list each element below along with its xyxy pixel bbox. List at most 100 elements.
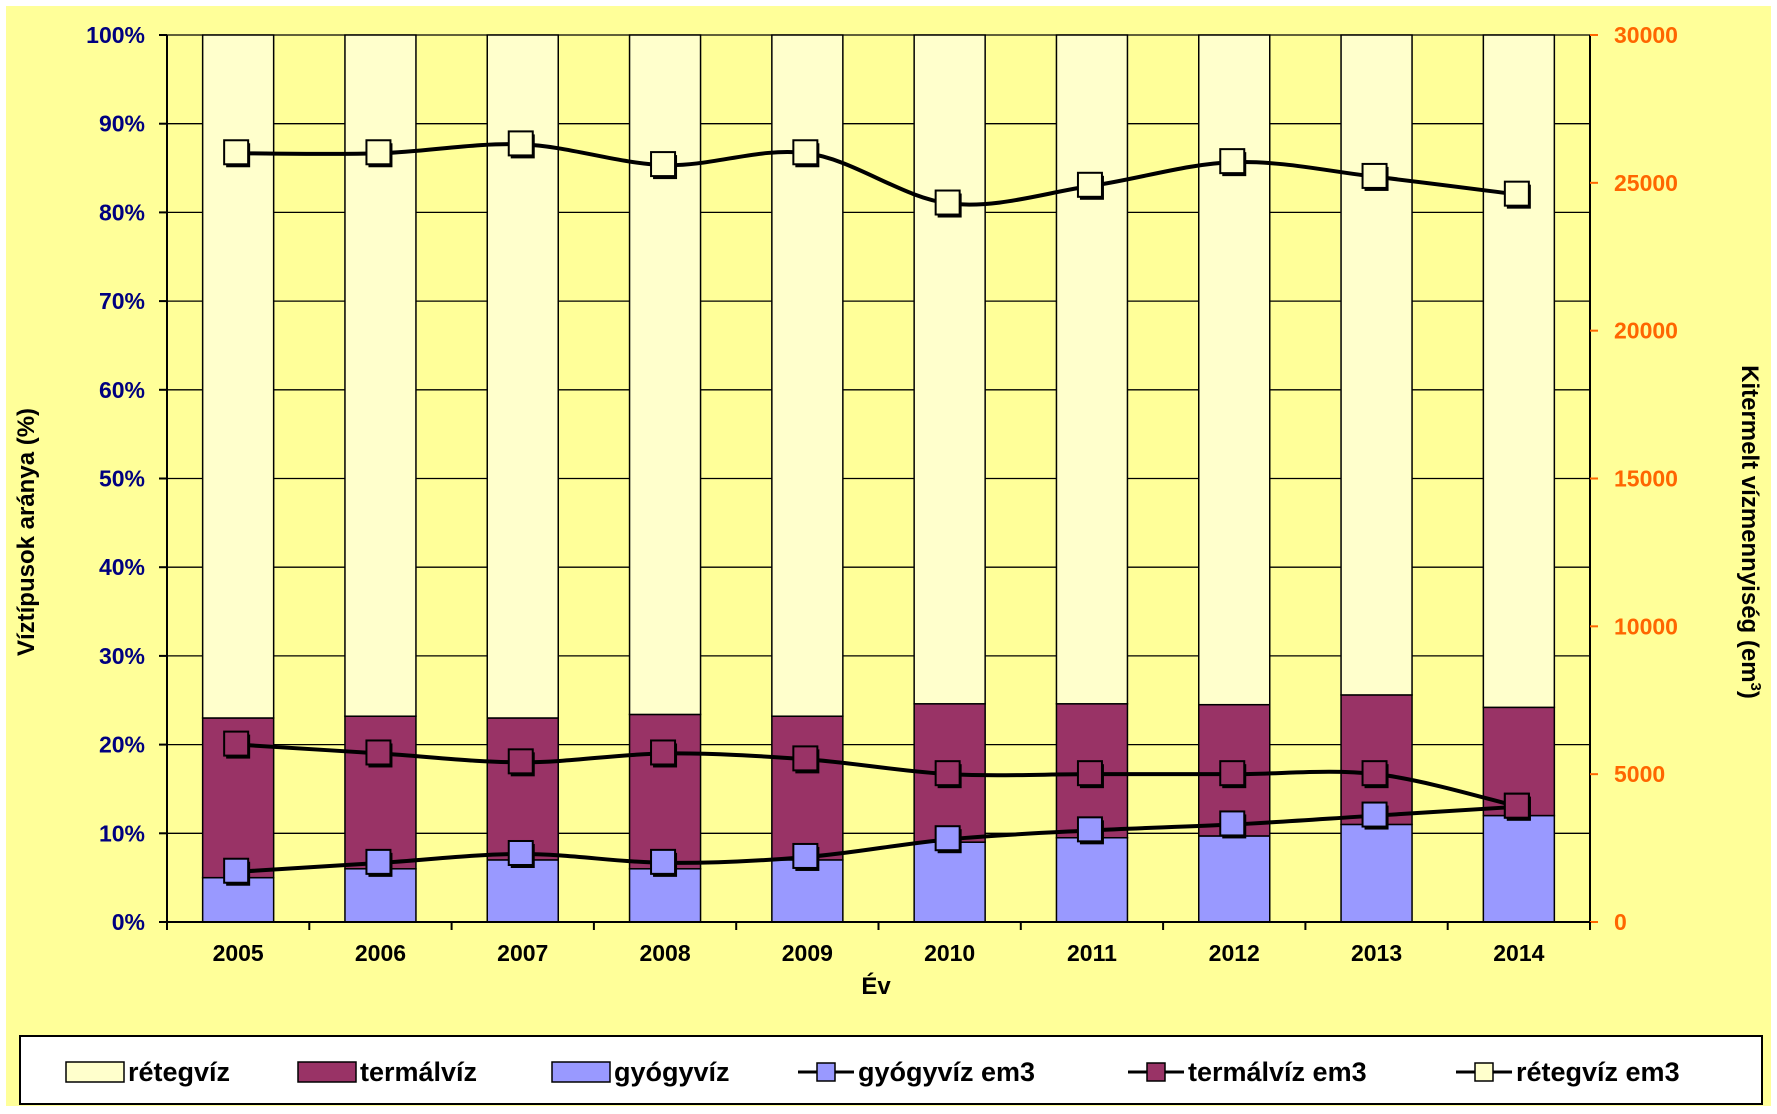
x-tick-label: 2013	[1351, 940, 1402, 966]
line-rétegvíz em3	[238, 142, 1520, 207]
marker-termálvíz em3-2005	[223, 730, 250, 757]
y-right-tick-label: 25000	[1614, 170, 1678, 196]
marker-termálvíz em3-2013	[1361, 760, 1388, 787]
bar-gyógyvíz-2005	[201, 876, 275, 923]
x-tick-label: 2012	[1209, 940, 1260, 966]
marker-rétegvíz em3-2013	[1361, 162, 1388, 189]
y-left-tick-label: 20%	[99, 732, 145, 758]
marker-rétegvíz em3-2014	[1503, 180, 1530, 207]
marker-termálvíz em3-2012	[1219, 760, 1246, 787]
marker-termálvíz em3-2009	[792, 745, 819, 772]
marker-gyógyvíz em3-2013	[1361, 801, 1388, 828]
marker-gyógyvíz em3-2009	[792, 842, 819, 869]
bar-gyógyvíz-2007	[486, 859, 559, 923]
line-gyógyvíz em3	[238, 804, 1519, 874]
bar-rétegvíz-2009	[771, 34, 844, 717]
bar-gyógyvíz-2011	[1055, 836, 1129, 923]
legend-label: gyógyvíz em3	[858, 1057, 1035, 1087]
y-right-tick-label: 10000	[1614, 613, 1678, 639]
x-tick-label: 2008	[639, 940, 690, 966]
marker-gyógyvíz em3-2007	[507, 839, 534, 866]
legend-label: termálvíz	[360, 1057, 477, 1087]
line-series	[223, 130, 1531, 886]
y-right-tick-label: 0	[1614, 909, 1627, 935]
y-right-tick-label: 5000	[1614, 761, 1665, 787]
bar-gyógyvíz-2014	[1482, 814, 1556, 923]
y-left-tick-label: 70%	[99, 288, 145, 314]
y-left-tick-label: 90%	[99, 111, 145, 137]
marker-rétegvíz em3-2007	[507, 130, 534, 157]
marker-gyógyvíz em3-2005	[223, 857, 250, 884]
bar-rétegvíz-2006	[344, 34, 417, 717]
bar-termálvíz-2008	[628, 713, 702, 870]
x-tick-label: 2009	[782, 940, 833, 966]
marker-rétegvíz em3-2008	[650, 151, 677, 178]
legend-label: rétegvíz em3	[1516, 1057, 1680, 1087]
y-left-tick-label: 80%	[99, 199, 145, 225]
y-right-tick-label: 20000	[1614, 318, 1678, 344]
legend-items: rétegvíz termálvíz gyógyvíz gyógyvíz em3 ter…	[65, 1057, 1680, 1087]
marker-termálvíz em3-2007	[507, 748, 534, 775]
legend: rétegvíz termálvíz gyógyvíz gyógyvíz em3 ter…	[19, 1035, 1763, 1105]
marker-gyógyvíz em3-2008	[650, 848, 677, 875]
marker-termálvíz em3-2011	[1076, 760, 1103, 787]
marker-termálvíz em3-2010	[934, 760, 961, 787]
marker-gyógyvíz em3-2006	[365, 848, 392, 875]
x-tick-label: 2011	[1067, 940, 1117, 966]
y-left-tick-label: 60%	[99, 377, 145, 403]
legend-marker-rétegvíz em3	[1474, 1062, 1494, 1082]
y-axis-left-title: Víztípusok aránya (%)	[13, 408, 40, 656]
y-left-tick-label: 40%	[99, 554, 145, 580]
bar-rétegvíz-2012	[1198, 34, 1271, 706]
legend-label: gyógyvíz	[614, 1057, 730, 1087]
y-axis-right-title: Kitermelt vízmennyiség (em3)	[1736, 365, 1764, 699]
marker-termálvíz em3-2006	[365, 739, 392, 766]
marker-gyógyvíz em3-2010	[934, 825, 961, 852]
legend-marker-gyógyvíz em3	[816, 1062, 836, 1082]
bar-termálvíz-2007	[486, 717, 559, 861]
marker-rétegvíz em3-2010	[934, 189, 961, 216]
bar-gyógyvíz-2013	[1340, 823, 1413, 923]
bar-rétegvíz-2010	[913, 34, 986, 705]
y-left-tick-label: 100%	[86, 22, 145, 48]
bar-termálvíz-2006	[344, 715, 417, 870]
marker-termálvíz em3-2008	[650, 739, 677, 766]
y-axis-right-title-end: )	[1736, 691, 1763, 699]
y-right-tick-label: 15000	[1614, 466, 1678, 492]
marker-rétegvíz em3-2009	[792, 139, 819, 166]
legend-marker-termálvíz em3	[1146, 1062, 1166, 1082]
line-termálvíz em3	[238, 742, 1520, 809]
y-left-tick-label: 30%	[99, 643, 145, 669]
marker-termálvíz em3-2014	[1503, 792, 1530, 819]
x-tick-label: 2010	[924, 940, 975, 966]
x-tick-label: 2007	[497, 940, 548, 966]
legend-label: termálvíz em3	[1188, 1057, 1367, 1087]
y-axis-right-title-sup: 3	[1747, 683, 1764, 691]
y-left-tick-label: 0%	[112, 909, 145, 935]
y-right-tick-label: 30000	[1614, 22, 1678, 48]
axes: 0% 10% 20% 30% 40% 50% 60% 70% 80% 90% 100% 0 5000 10…	[86, 22, 1678, 966]
marker-rétegvíz em3-2011	[1076, 171, 1103, 198]
x-tick-label: 2006	[355, 940, 406, 966]
x-tick-label: 2014	[1493, 940, 1544, 966]
bar-rétegvíz-2005	[201, 34, 275, 719]
bar-termálvíz-2009	[771, 715, 844, 861]
marker-gyógyvíz em3-2011	[1076, 816, 1103, 843]
x-tick-label: 2005	[213, 940, 264, 966]
marker-rétegvíz em3-2005	[223, 139, 250, 166]
legend-swatch-termálvíz	[297, 1061, 357, 1083]
marker-rétegvíz em3-2012	[1219, 148, 1246, 175]
legend-label: rétegvíz	[128, 1057, 230, 1087]
bar-rétegvíz-2011	[1055, 34, 1129, 705]
y-axis-right-title-main: Kitermelt vízmennyiség (em	[1736, 365, 1763, 682]
y-left-tick-label: 10%	[99, 820, 145, 846]
bar-rétegvíz-2008	[628, 34, 702, 716]
bar-rétegvíz-2014	[1482, 34, 1556, 709]
bar-rétegvíz-2013	[1340, 34, 1413, 696]
x-axis-title: Év	[861, 972, 891, 1000]
marker-gyógyvíz em3-2012	[1219, 810, 1246, 837]
marker-rétegvíz em3-2006	[365, 139, 392, 166]
legend-swatch-gyógyvíz	[551, 1061, 611, 1083]
